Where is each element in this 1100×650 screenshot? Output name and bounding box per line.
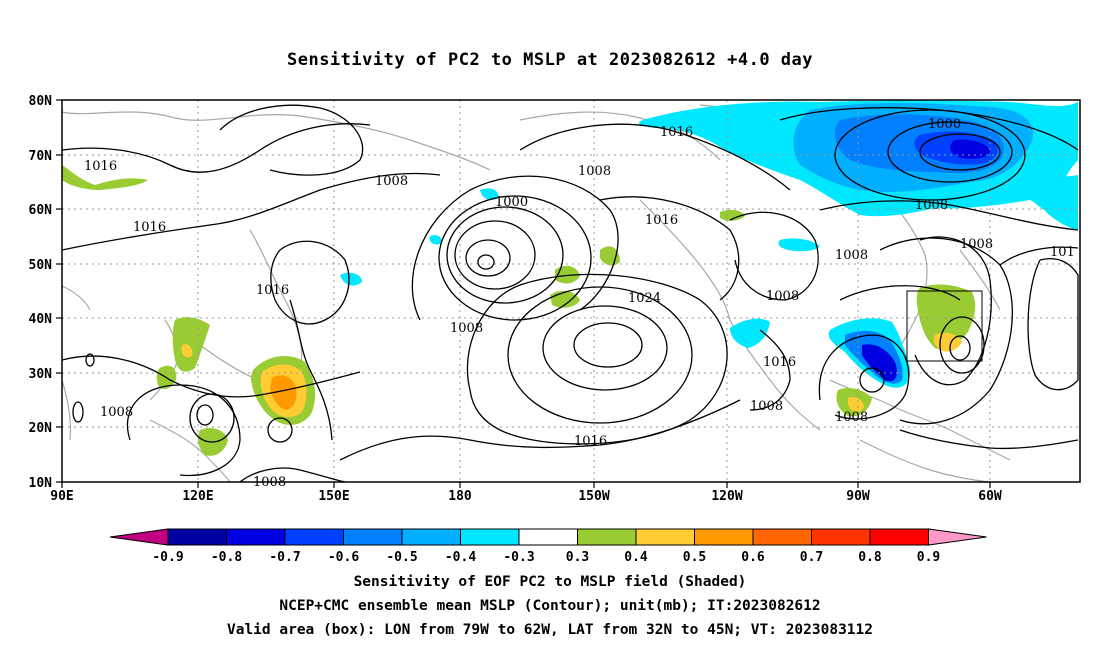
lat-label: 70N: [29, 149, 53, 164]
colorbar-segment: [401, 528, 461, 546]
contour-label: 1008: [835, 248, 868, 263]
lon-label: 120W: [711, 489, 742, 504]
colorbar-label: 0.5: [683, 550, 706, 565]
colorbar-label: 0.4: [624, 550, 648, 565]
colorbar-segment: [694, 528, 754, 546]
contour-label: 1024: [628, 291, 661, 306]
colorbar-label: 0.9: [917, 550, 940, 565]
mslp-contours: [61, 104, 1079, 483]
colorbar-segment: [518, 528, 578, 546]
caption-line-2: NCEP+CMC ensemble mean MSLP (Contour); u…: [279, 598, 821, 614]
lat-label: 30N: [29, 367, 53, 382]
lon-label: 150W: [578, 489, 609, 504]
colorbar-segment: [869, 528, 929, 546]
colorbar-label: 0.8: [858, 550, 882, 565]
contour-labels: 1016 1008 1016 1016 1008 1008 1000 1008 …: [84, 117, 1075, 490]
colorbar-label: -0.5: [386, 550, 417, 565]
contour-label: 1008: [835, 410, 868, 425]
colorbar-label: -0.9: [152, 550, 183, 565]
colorbar-segment: [635, 528, 695, 546]
contour-label: 1008: [915, 198, 948, 213]
colorbar-label: 0.3: [566, 550, 589, 565]
colorbar-labels: -0.9 -0.8 -0.7 -0.6 -0.5 -0.4 -0.3 0.3 0.4 0.5 0.6…: [152, 550, 940, 565]
contour-label: 1008: [766, 289, 799, 304]
lon-label: 60W: [978, 489, 1002, 504]
colorbar-segment: [284, 528, 344, 546]
colorbar-label: 0.7: [800, 550, 823, 565]
contour-label: 1000: [928, 117, 961, 132]
contour-label: 1008: [100, 405, 133, 420]
lon-label: 90W: [846, 489, 870, 504]
tick-marks: [56, 99, 991, 488]
lat-label: 20N: [29, 421, 53, 436]
contour-label: 1016: [256, 283, 289, 298]
lon-label: 180: [448, 489, 472, 504]
colorbar-segment: [752, 528, 812, 546]
colorbar-left-triangle: [109, 528, 169, 546]
contour-label: 1016: [645, 213, 678, 228]
colorbar-segment: [343, 528, 403, 546]
colorbar-label: 0.6: [741, 550, 765, 565]
graticule: [62, 100, 1080, 482]
contour-label: 1016: [84, 159, 117, 174]
contour-label: 1016: [133, 220, 166, 235]
longitude-labels: 90E 120E 150E 180 150W 120W 90W 60W: [50, 489, 1002, 504]
lat-label: 60N: [29, 203, 53, 218]
contour-label: 1016: [574, 434, 607, 449]
contour-label: 1000: [495, 195, 528, 210]
colorbar-label: -0.7: [269, 550, 300, 565]
valid-area-box: [906, 290, 983, 362]
colorbar: [109, 528, 987, 546]
contour-label: 1016: [660, 125, 693, 140]
map-frame: [61, 99, 1081, 483]
lat-label: 40N: [29, 312, 53, 327]
contour-label: 1008: [578, 164, 611, 179]
caption-line-1: Sensitivity of EOF PC2 to MSLP field (Sh…: [353, 574, 747, 590]
colorbar-segment: [226, 528, 286, 546]
colorbar-segment: [460, 528, 520, 546]
colorbar-segment: [167, 528, 227, 546]
contour-label: 101: [1050, 245, 1075, 260]
lat-label: 50N: [29, 258, 53, 273]
lon-label: 90E: [50, 489, 73, 504]
lat-label: 10N: [29, 476, 53, 491]
lon-label: 120E: [182, 489, 213, 504]
colorbar-right-triangle: [928, 528, 987, 546]
caption-line-3: Valid area (box): LON from 79W to 62W, L…: [226, 622, 873, 638]
lat-label: 80N: [29, 94, 53, 109]
contour-label: 1008: [375, 174, 408, 189]
contour-label: 1008: [750, 399, 783, 414]
colorbar-label: -0.3: [503, 550, 534, 565]
colorbar-label: -0.6: [328, 550, 359, 565]
colorbar-segment: [577, 528, 637, 546]
colorbar-label: -0.4: [445, 550, 476, 565]
contour-label: 1016: [763, 355, 796, 370]
lon-label: 150E: [318, 489, 349, 504]
colorbar-segment: [811, 528, 871, 546]
contour-label: 1008: [960, 237, 993, 252]
colorbar-label: -0.8: [211, 550, 242, 565]
contour-label: 1008: [450, 321, 483, 336]
map-title: Sensitivity of PC2 to MSLP at 2023082612…: [286, 50, 813, 70]
latitude-labels: 80N 70N 60N 50N 40N 30N 20N 10N: [29, 94, 53, 491]
